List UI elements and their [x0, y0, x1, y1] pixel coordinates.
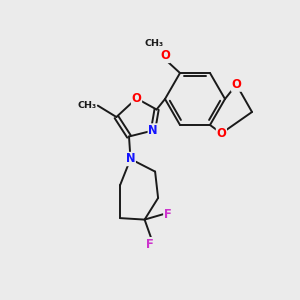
Text: CH₃: CH₃ — [144, 38, 163, 47]
Text: N: N — [148, 124, 158, 137]
Text: O: O — [132, 92, 141, 105]
Text: O: O — [160, 50, 170, 62]
Text: F: F — [164, 208, 172, 221]
Text: O: O — [232, 78, 241, 91]
Text: O: O — [217, 127, 226, 140]
Text: F: F — [146, 238, 154, 251]
Text: CH₃: CH₃ — [77, 100, 96, 109]
Text: N: N — [126, 152, 135, 166]
